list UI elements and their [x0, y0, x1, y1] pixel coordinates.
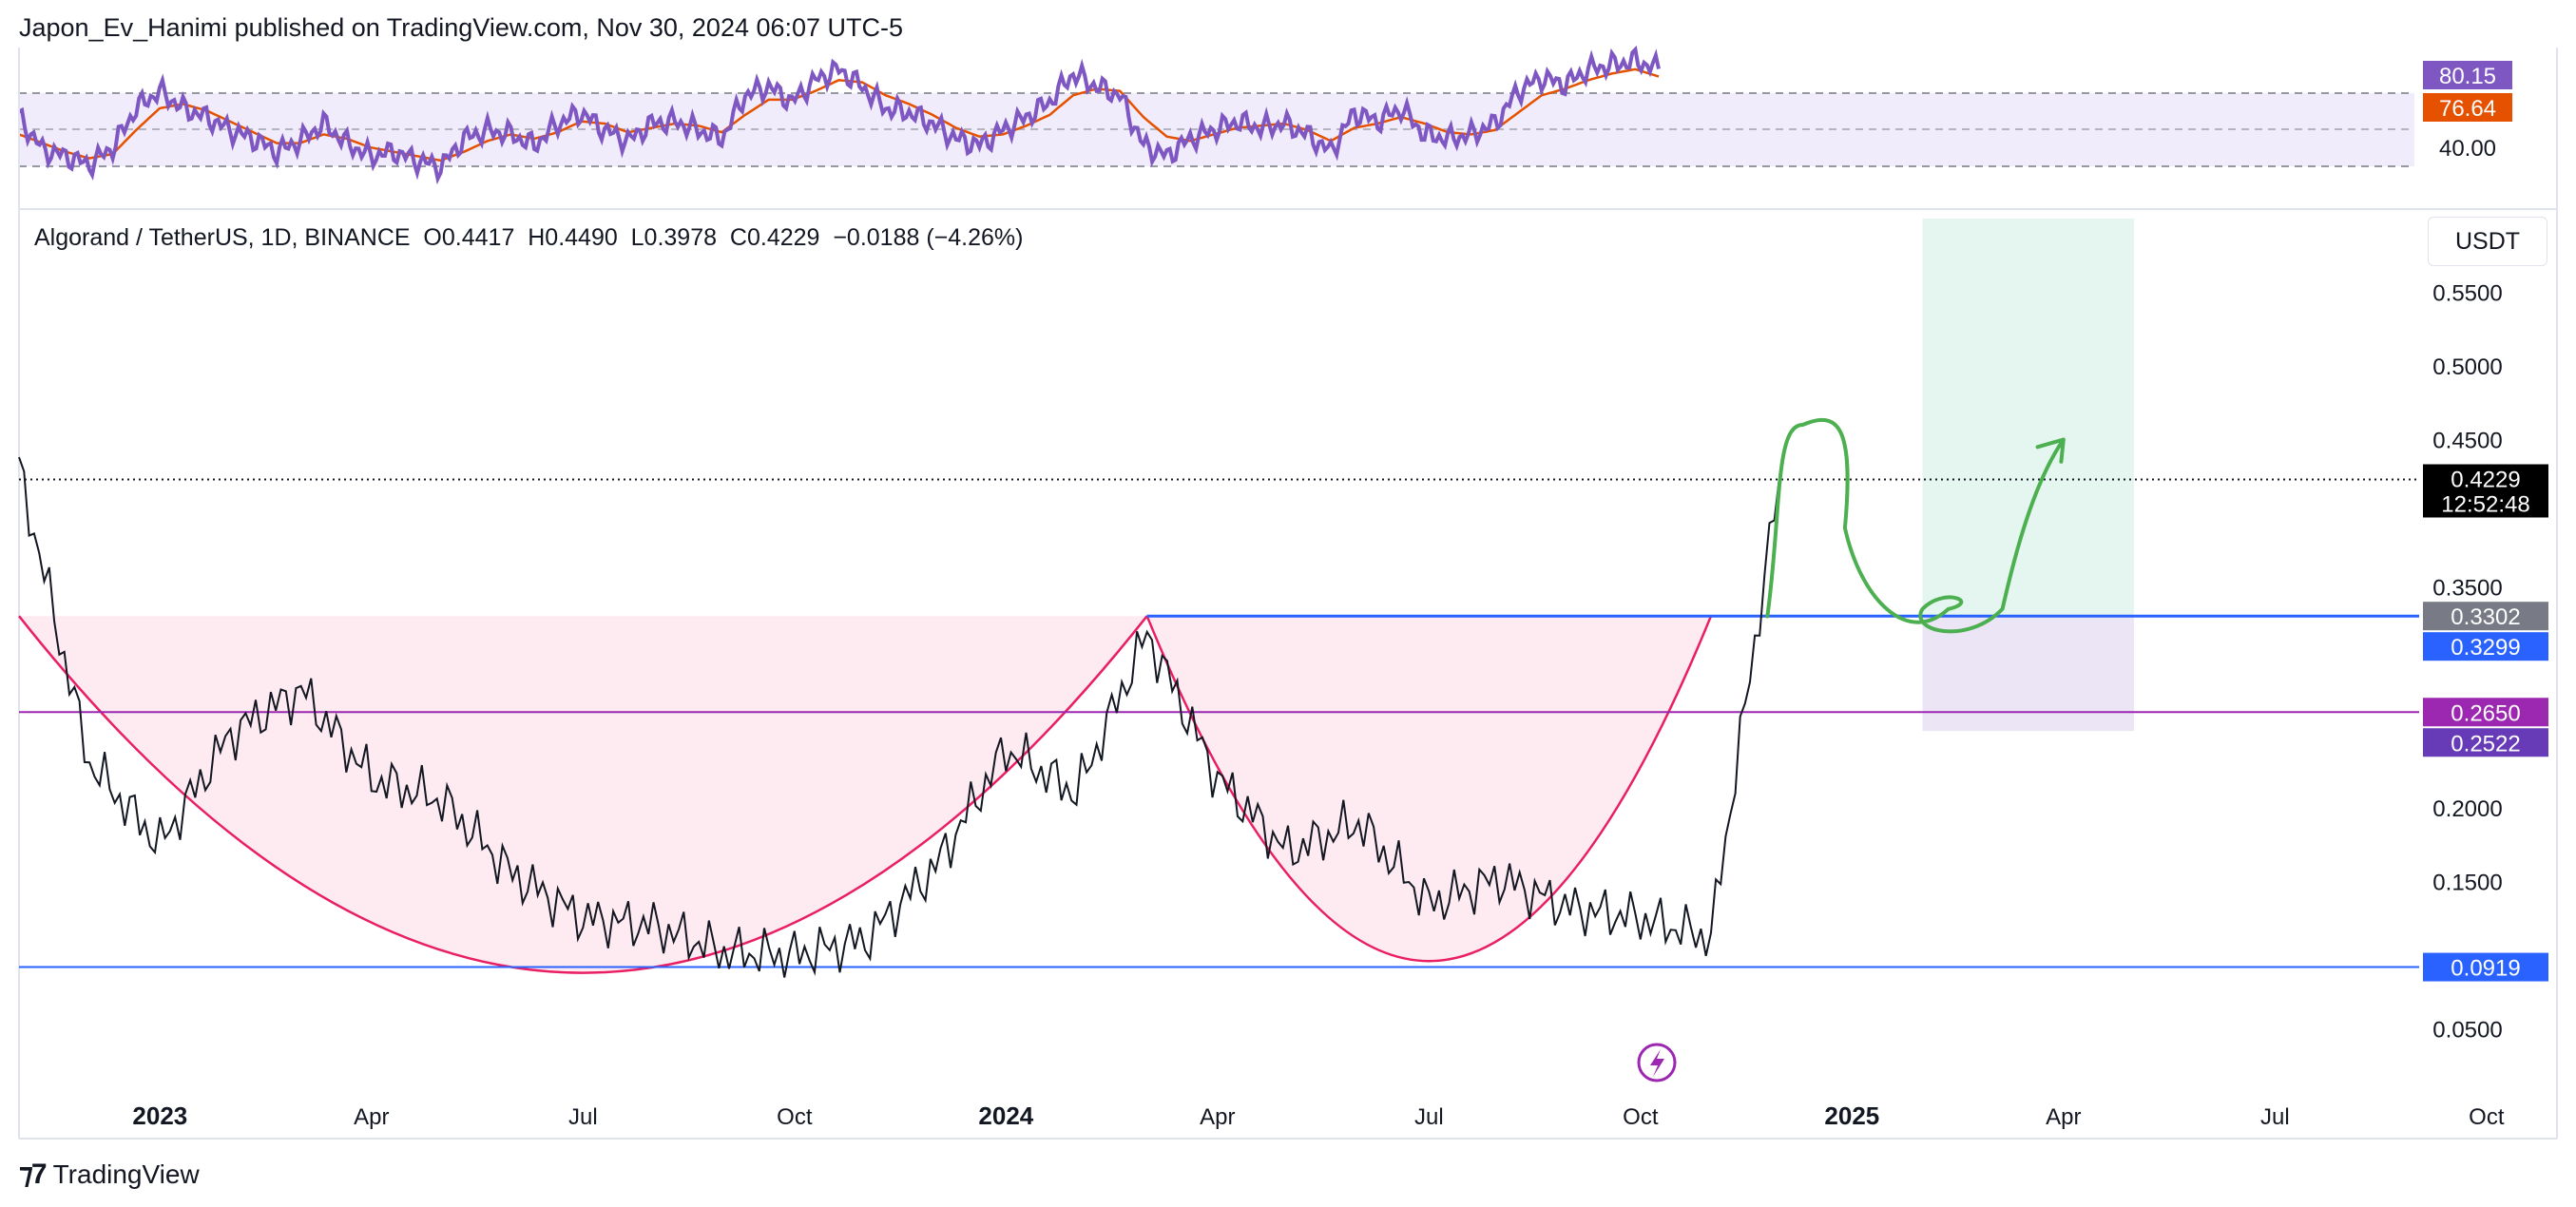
price-tag-label: 0.3299: [2451, 635, 2520, 661]
y-tick-label: 0.5000: [2432, 354, 2502, 380]
tradingview-wordmark: TradingView: [52, 1159, 200, 1189]
x-tick-label: Apr: [354, 1104, 389, 1130]
price-tag: 0.0919: [2423, 952, 2548, 982]
rsi-line: [18, 45, 1661, 185]
time-axis[interactable]: 2023 Apr Jul Oct 2024 Apr Jul Oct 2025 Apr Jul Oct: [132, 1102, 2504, 1130]
rsi-tag-rsi: 80.15: [2423, 61, 2512, 89]
y-tick-label: 0.2000: [2432, 796, 2502, 822]
position-profit-zone[interactable]: [1922, 219, 2135, 617]
price-tag-label: 0.2522: [2451, 731, 2520, 757]
tradingview-logo-icon: ⁊7: [19, 1159, 48, 1190]
tradingview-logo[interactable]: ⁊7 TradingView: [19, 1158, 200, 1191]
x-tick-label: Oct: [1623, 1104, 1659, 1130]
rsi-tick-40: 40.00: [2439, 136, 2496, 162]
symbol-info: Algorand / TetherUS, 1D, BINANCE O0.4417…: [34, 224, 1024, 251]
x-tick-label: Oct: [2469, 1104, 2505, 1130]
x-tick-label: 2023: [132, 1102, 187, 1130]
rsi-pane[interactable]: 80.15 76.64 40.00: [18, 45, 2512, 185]
price-tag: 0.3302: [2423, 602, 2548, 631]
svg-text:76.64: 76.64: [2439, 96, 2496, 122]
y-tick-label: 0.5500: [2432, 281, 2502, 307]
price-tag-label: 0.4229: [2451, 468, 2520, 493]
cup-curve-right[interactable]: [1145, 615, 1713, 963]
currency-button[interactable]: USDT: [2428, 217, 2547, 266]
price-tag-label: 0.3302: [2451, 604, 2520, 630]
x-tick-label: Apr: [1200, 1104, 1235, 1130]
cup-curve-left[interactable]: [18, 615, 1148, 974]
price-tag: 0.2522: [2423, 728, 2548, 757]
svg-text:80.15: 80.15: [2439, 64, 2496, 89]
rsi-tag-ma: 76.64: [2423, 93, 2512, 122]
price-series: [18, 456, 1780, 978]
y-tick-label: 0.4500: [2432, 429, 2502, 454]
x-tick-label: Oct: [777, 1104, 813, 1130]
x-tick-label: 2024: [978, 1102, 1033, 1130]
price-pane[interactable]: 0.5500 0.5000 0.4500 0.3500 0.2000 0.1500 0.05…: [18, 219, 2548, 1130]
price-tag: 0.2650: [2423, 698, 2548, 727]
x-tick-label: Jul: [1414, 1104, 1444, 1130]
cup-fill-left: [19, 616, 1147, 973]
position-loss-zone[interactable]: [1922, 616, 2135, 732]
price-tag-label: 0.2650: [2451, 700, 2520, 726]
price-tag: 0.3299: [2423, 632, 2548, 661]
cup-fill-right: [1146, 616, 1711, 962]
y-tick-label: 0.0500: [2432, 1018, 2502, 1044]
x-tick-label: 2025: [1824, 1102, 1879, 1130]
y-tick-label: 0.1500: [2432, 871, 2502, 896]
price-tag-label: 0.0919: [2451, 956, 2520, 982]
x-tick-label: Apr: [2046, 1104, 2081, 1130]
publisher-line: Japon_Ev_Hanimi published on TradingView…: [19, 13, 904, 42]
y-tick-label: 0.3500: [2432, 576, 2502, 602]
projection-drawing[interactable]: [1765, 417, 2066, 634]
price-axis[interactable]: 0.5500 0.5000 0.4500 0.3500 0.2000 0.1500 0.05…: [2432, 281, 2502, 1044]
x-tick-label: Jul: [2260, 1104, 2290, 1130]
lightning-icon[interactable]: [1637, 1043, 1677, 1082]
x-tick-label: Jul: [568, 1104, 598, 1130]
price-tag-countdown: 12:52:48: [2441, 492, 2529, 518]
